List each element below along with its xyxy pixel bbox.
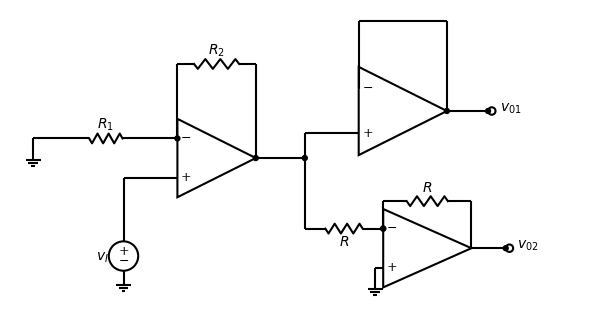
Circle shape [444,108,450,114]
Text: $v_{02}$: $v_{02}$ [517,239,539,253]
Text: −: − [362,83,373,95]
Circle shape [503,246,508,251]
Text: +: + [118,244,129,258]
Circle shape [175,136,180,141]
Text: +: + [181,171,192,184]
Circle shape [302,156,307,161]
Circle shape [253,156,258,161]
Text: −: − [118,255,129,268]
Circle shape [381,226,386,231]
Text: $R$: $R$ [422,181,432,196]
Circle shape [381,226,386,231]
Text: +: + [362,126,373,140]
Text: $R_1$: $R_1$ [97,116,114,133]
Text: −: − [387,222,397,235]
Text: $v_{01}$: $v_{01}$ [500,102,522,116]
Text: $v_I$: $v_I$ [96,251,109,265]
Circle shape [486,108,490,114]
Text: $R_2$: $R_2$ [208,43,225,60]
Text: $R$: $R$ [339,235,349,249]
Text: +: + [386,261,397,274]
Text: −: − [181,132,192,145]
